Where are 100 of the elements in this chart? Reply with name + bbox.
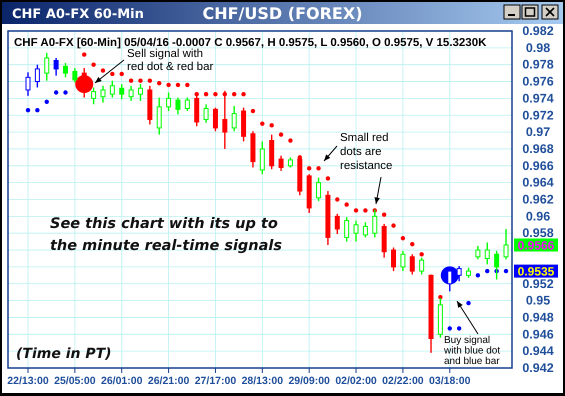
candlestick <box>62 62 68 78</box>
point <box>391 223 396 228</box>
point <box>278 132 284 137</box>
x-tick-label: 26/21:00 <box>148 375 190 387</box>
candlestick <box>212 106 218 132</box>
y-tick-label: 0.976 <box>522 74 554 89</box>
point <box>91 62 96 67</box>
candlestick <box>72 67 78 84</box>
candlestick <box>34 64 40 88</box>
text: CHF A0-FX [60-Min] 05/04/16 -0.0007 C 0.9567, H 0.9575, L 0.9560, O 0.9575, V 15.3230K <box>14 37 488 49</box>
point <box>306 166 312 171</box>
point <box>382 212 386 217</box>
point <box>241 92 246 96</box>
y-tick-label: 0.968 <box>522 142 554 156</box>
candlestick <box>100 85 106 104</box>
point <box>82 52 86 57</box>
point <box>54 90 58 95</box>
candlestick <box>344 216 350 242</box>
point <box>316 166 321 171</box>
candlestick <box>260 140 265 175</box>
point <box>466 300 471 306</box>
point <box>194 92 199 96</box>
annotation: Buy signal with blue dot and blue bar <box>443 335 500 367</box>
y-tick-label: 0.958 <box>522 226 554 240</box>
point <box>288 138 293 143</box>
annotation: (Time in PT) <box>16 346 112 362</box>
candlestick <box>316 176 322 202</box>
chart-title: CHF/USD (FOREX) <box>202 4 363 23</box>
candlestick <box>26 72 30 97</box>
candlestick <box>156 96 162 136</box>
y-tick-label: 0.962 <box>522 192 554 206</box>
candlestick <box>232 105 237 132</box>
annotation: Small red dots are resistance <box>340 132 392 172</box>
candlestick <box>484 242 490 266</box>
candlestick <box>410 254 415 276</box>
candlestick <box>184 96 190 112</box>
candlestick <box>475 245 480 260</box>
x-tick-label: 02/02:00 <box>335 375 377 387</box>
point <box>120 72 124 76</box>
candlestick <box>138 83 143 102</box>
y-tick-label: 0.97 <box>526 125 550 140</box>
y-tick-label: 0.98 <box>526 40 550 55</box>
point <box>44 100 49 104</box>
point <box>166 82 171 88</box>
y-tick-label: 0.972 <box>522 108 554 122</box>
point <box>419 252 424 256</box>
y-tick-label: 0.964 <box>522 176 554 190</box>
text: CHF A0-FX 60-Min <box>12 7 144 22</box>
y-tick-label: 0.952 <box>522 276 554 291</box>
y-tick-label: 0.978 <box>522 58 554 72</box>
x-tick-label: 28/13:00 <box>242 375 284 387</box>
point <box>26 108 30 112</box>
point <box>400 236 406 240</box>
point <box>504 268 508 274</box>
point <box>344 202 349 207</box>
point <box>485 268 490 274</box>
point <box>204 92 208 96</box>
candlestick <box>419 256 424 276</box>
text: 0.9535 <box>518 264 555 279</box>
y-tick-label: 0.946 <box>522 327 554 342</box>
y-tick-label: 0.966 <box>522 158 554 173</box>
y-tick-label: 0.982 <box>522 24 554 38</box>
candlestick <box>166 92 172 112</box>
x-tick-label: 02/22:00 <box>382 375 424 387</box>
candlestick <box>362 222 368 238</box>
candlestick <box>466 267 472 279</box>
point <box>138 78 143 83</box>
candlestick <box>204 104 209 124</box>
y-tick-label: 0.944 <box>522 344 554 358</box>
candlestick <box>400 250 406 272</box>
point <box>176 82 180 88</box>
point <box>269 123 274 128</box>
point <box>260 121 265 126</box>
x-tick-label: 03/18:00 <box>429 375 471 387</box>
x-tick-label: 29/09:00 <box>288 375 330 387</box>
point <box>410 242 414 246</box>
point <box>250 108 256 114</box>
point <box>335 197 340 202</box>
candlestick <box>334 213 340 235</box>
candlestick <box>278 154 284 172</box>
candlestick <box>91 86 96 105</box>
y-tick-label: 0.948 <box>522 310 554 324</box>
y-tick-label: 0.95 <box>526 294 550 308</box>
point <box>456 326 462 331</box>
point <box>232 92 236 96</box>
x-tick-label: 22/13:00 <box>7 375 49 387</box>
point <box>326 176 330 181</box>
candlestick <box>354 220 359 242</box>
point <box>448 326 452 331</box>
candlestick <box>175 96 180 116</box>
point <box>35 108 40 112</box>
point <box>185 82 190 88</box>
point <box>213 92 218 96</box>
annotation: Sell signal with red dot & red bar <box>127 48 214 73</box>
point <box>100 68 106 73</box>
y-tick-label: 0.974 <box>522 91 554 106</box>
point <box>63 90 68 95</box>
text: 0.9566 <box>518 238 555 252</box>
candlestick <box>128 85 134 102</box>
point <box>476 273 480 278</box>
